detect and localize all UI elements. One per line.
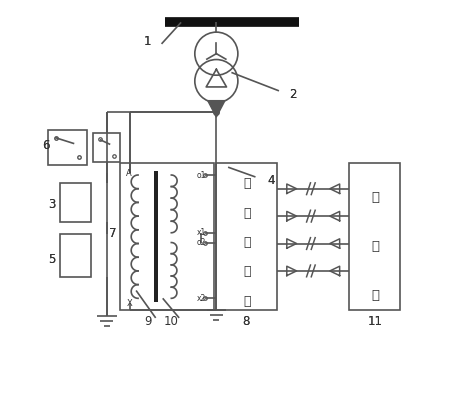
Bar xyxy=(349,163,400,310)
Text: A: A xyxy=(126,169,132,177)
Text: 3: 3 xyxy=(48,198,56,211)
Bar xyxy=(93,133,120,162)
Text: 控: 控 xyxy=(370,191,378,204)
Text: 11: 11 xyxy=(367,315,382,328)
Polygon shape xyxy=(207,100,225,117)
Text: 1: 1 xyxy=(144,35,151,48)
Text: 6: 6 xyxy=(42,139,50,152)
Text: 3: 3 xyxy=(48,198,56,211)
Text: 2: 2 xyxy=(288,88,296,101)
Text: 11: 11 xyxy=(367,315,382,328)
Text: 2: 2 xyxy=(288,88,296,101)
Text: 7: 7 xyxy=(109,227,116,240)
Bar xyxy=(120,163,214,310)
Text: X: X xyxy=(126,299,132,308)
Bar xyxy=(60,234,91,277)
Text: 5: 5 xyxy=(48,252,56,266)
Text: 1: 1 xyxy=(144,35,151,48)
Text: x2: x2 xyxy=(196,294,206,303)
Text: 6: 6 xyxy=(42,139,50,152)
Text: 5: 5 xyxy=(48,252,56,266)
Text: 柜: 柜 xyxy=(243,295,250,308)
Text: 7: 7 xyxy=(109,227,116,240)
Text: 地: 地 xyxy=(243,207,250,220)
Text: 4: 4 xyxy=(267,174,274,187)
Text: 9: 9 xyxy=(144,315,151,328)
Bar xyxy=(153,171,158,302)
Bar xyxy=(60,183,91,222)
Bar xyxy=(48,130,87,165)
Text: o1: o1 xyxy=(196,171,206,179)
Text: 制: 制 xyxy=(370,240,378,253)
Text: 8: 8 xyxy=(242,315,249,328)
Text: 制: 制 xyxy=(243,266,250,278)
Text: 屏: 屏 xyxy=(370,289,378,302)
Text: 就: 就 xyxy=(243,177,250,190)
Text: x1: x1 xyxy=(196,228,206,237)
Text: 10: 10 xyxy=(163,315,178,328)
Text: o2: o2 xyxy=(196,238,206,247)
Text: 4: 4 xyxy=(267,174,274,187)
Bar xyxy=(216,163,276,310)
Text: 控: 控 xyxy=(243,236,250,249)
Text: 8: 8 xyxy=(242,315,249,328)
